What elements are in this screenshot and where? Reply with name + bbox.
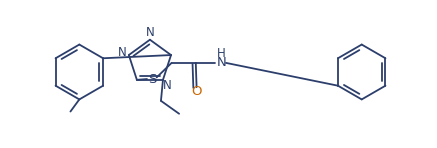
Text: N: N <box>146 26 154 39</box>
Text: O: O <box>191 85 202 98</box>
Text: H: H <box>217 47 225 60</box>
Text: N: N <box>163 79 172 92</box>
Text: N: N <box>216 56 226 69</box>
Text: S: S <box>148 73 156 86</box>
Text: N: N <box>118 46 126 59</box>
